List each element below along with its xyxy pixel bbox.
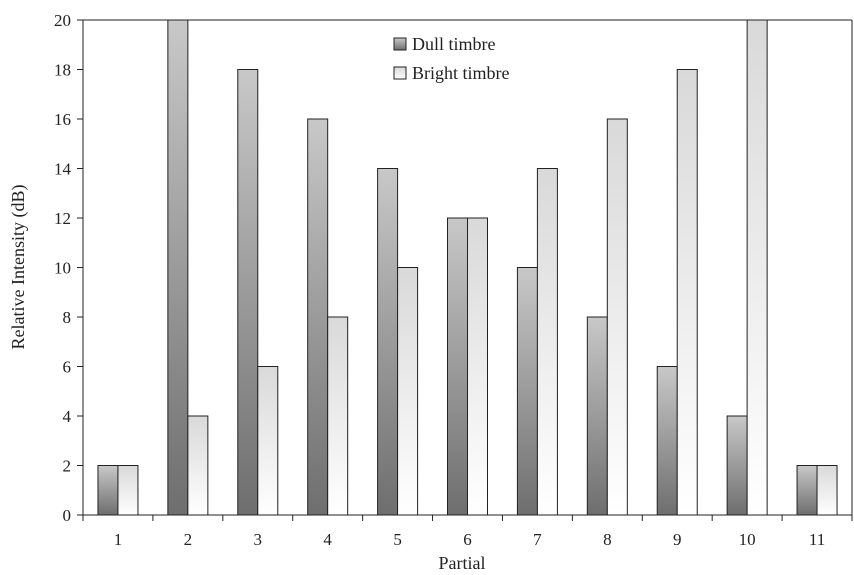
y-tick-labels: 0 2 4 6 8 10 12 14 16 18 20 [54,11,83,525]
bar-bright-timbre [397,267,419,516]
bar-dull-timbre [726,415,748,516]
bar-dull-timbre [796,465,818,516]
bar-dull-timbre [307,118,329,516]
y-tick-label: 10 [54,259,71,278]
y-tick-label: 2 [63,457,72,476]
bar-dull-timbre [656,366,678,516]
bar-bright-timbre [536,168,558,516]
y-tick-label: 6 [63,358,72,377]
y-tick-label: 12 [54,209,71,228]
y-tick-label: 0 [63,506,72,525]
bar-dull-timbre [377,168,399,516]
legend: Dull timbre Bright timbre [393,34,510,83]
x-tick-label: 7 [533,530,542,549]
bar-bright-timbre [467,217,488,516]
plot-area [82,19,853,516]
bar-dull-timbre [97,465,119,516]
legend-label-dull: Dull timbre [412,34,496,54]
y-tick-label: 18 [54,61,71,80]
legend-swatch-dull [393,37,407,51]
bar-dull-timbre [167,19,189,516]
bar-bright-timbre [117,465,139,516]
bar-dull-timbre [586,316,608,516]
x-tick-label: 5 [393,530,402,549]
x-tick-label: 4 [323,530,332,549]
x-tick-label: 3 [254,530,263,549]
bar-bright-timbre [676,69,698,516]
y-tick-label: 4 [63,407,72,426]
x-tick-label: 10 [739,530,756,549]
bar-bright-timbre [816,465,838,516]
x-tick-label: 2 [184,530,193,549]
bar-bright-timbre [187,415,209,516]
y-tick-label: 14 [54,160,72,179]
bar-bright-timbre [327,316,349,516]
bar-dull-timbre [516,267,538,516]
x-tick-label: 9 [673,530,682,549]
y-tick-label: 8 [63,308,72,327]
y-tick-label: 20 [54,11,71,30]
x-tick-labels: 1 2 3 4 5 6 7 8 9 10 11 [82,515,853,549]
y-tick-label: 16 [54,110,71,129]
x-tick-label: 6 [463,530,472,549]
bar-bright-timbre [606,118,628,516]
legend-label-bright: Bright timbre [412,63,510,83]
bar-dull-timbre [237,69,259,516]
x-tick-label: 1 [114,530,123,549]
legend-swatch-bright [393,66,407,80]
bar-bright-timbre [746,19,768,516]
bar-bright-timbre [257,366,279,516]
x-tick-label: 8 [603,530,612,549]
bars [97,19,838,516]
x-axis-title: Partial [439,553,486,573]
x-tick-label: 11 [809,530,825,549]
bar-dull-timbre [447,217,468,516]
y-axis-title: Relative Intensity (dB) [8,185,29,350]
